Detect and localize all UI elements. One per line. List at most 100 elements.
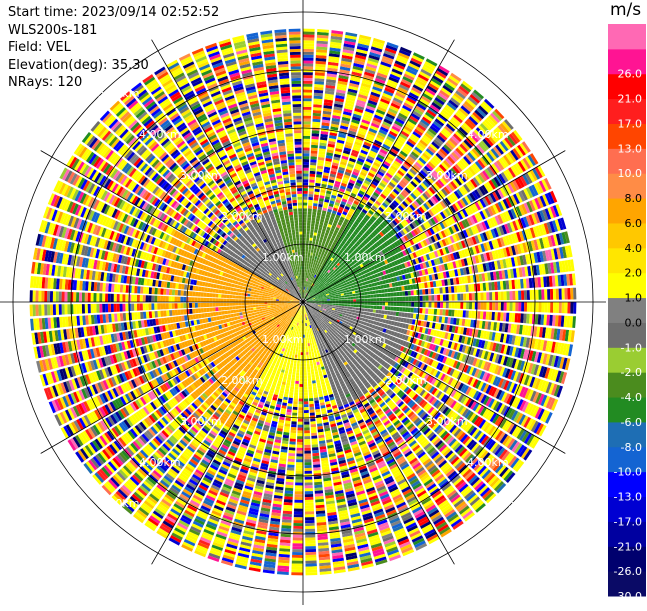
range-gate: [559, 302, 562, 313]
range-gate: [501, 292, 504, 301]
range-gate: [399, 312, 403, 317]
range-gate: [477, 311, 480, 319]
range-gate: [466, 311, 469, 318]
range-gate: [303, 92, 312, 95]
range-gate: [393, 292, 396, 296]
range-gate: [437, 295, 440, 301]
range-gate: [370, 309, 373, 312]
range-gate: [308, 203, 312, 206]
range-gate: [419, 308, 422, 313]
range-gate: [515, 302, 518, 311]
range-gate: [524, 290, 527, 300]
range-gate: [303, 156, 309, 159]
range-gate: [376, 302, 379, 305]
range-gate: [311, 220, 315, 223]
range-gate: [342, 300, 345, 302]
range-gate: [492, 302, 495, 310]
range-gate: [311, 139, 318, 142]
range-gate: [312, 130, 320, 133]
range-gate: [341, 298, 344, 300]
range-gate: [507, 291, 510, 300]
range-gate: [373, 298, 376, 301]
range-gate: [303, 174, 309, 177]
range-gate: [417, 302, 420, 307]
range-gate: [358, 293, 361, 296]
range-gate: [303, 237, 306, 240]
range-gate: [489, 312, 493, 320]
range-gate: [556, 302, 559, 313]
range-gate: [384, 311, 387, 315]
range-gate: [446, 302, 449, 308]
range-gate: [315, 183, 320, 187]
range-gate: [370, 306, 373, 309]
range-gate: [573, 288, 576, 300]
range-gate: [303, 211, 307, 214]
range-gate: [417, 296, 420, 301]
range-gate: [451, 286, 455, 293]
range-gate: [306, 243, 309, 246]
range-gate: [303, 136, 310, 139]
range-gate: [379, 310, 382, 314]
range-gate: [419, 314, 423, 319]
range-gate: [310, 174, 316, 177]
range-gate: [308, 249, 311, 252]
range-gate: [414, 290, 417, 295]
range-gate: [454, 286, 458, 293]
range-gate: [504, 302, 507, 311]
range-gate: [303, 226, 306, 229]
range-gate: [422, 289, 425, 294]
range-gate: [477, 283, 481, 291]
range-gate: [303, 147, 310, 150]
range-gate: [303, 130, 310, 133]
range-gate: [547, 302, 550, 313]
range-gate: [408, 296, 411, 301]
range-gate: [481, 302, 484, 310]
range-gate: [308, 197, 313, 200]
range-gate: [336, 300, 339, 302]
range-gate: [550, 289, 553, 300]
range-gate: [484, 302, 487, 310]
range-gate: [303, 139, 310, 142]
range-gate: [314, 197, 319, 200]
range-gate: [336, 298, 339, 300]
range-gate: [312, 218, 316, 221]
range-gate: [312, 215, 316, 218]
range-gate: [303, 43, 314, 46]
range-gate: [431, 309, 434, 315]
range-gate: [541, 302, 544, 312]
range-gate: [399, 292, 402, 296]
range-gate: [311, 156, 317, 159]
range-gate: [550, 302, 553, 313]
range-gate: [311, 247, 314, 250]
range-gate: [442, 287, 445, 293]
range-gate: [414, 296, 417, 301]
range-gate: [472, 293, 475, 300]
range-gate: [313, 110, 321, 114]
range-gate: [333, 300, 336, 301]
range-gate: [303, 95, 312, 98]
range-gate: [544, 302, 547, 313]
range-gate: [309, 182, 314, 185]
range-gate: [420, 296, 423, 301]
range-gate: [570, 302, 573, 314]
range-gate: [407, 313, 411, 318]
range-gate: [390, 293, 393, 297]
range-gate: [350, 307, 353, 310]
range-gate: [448, 310, 451, 317]
range-gate: [303, 194, 308, 197]
range-gate: [527, 302, 530, 312]
range-gate: [307, 223, 311, 226]
range-gate: [356, 305, 359, 308]
range-gate: [364, 289, 367, 292]
range-gate: [303, 142, 310, 145]
range-gate: [311, 153, 318, 156]
range-gate: [371, 298, 374, 301]
range-gate: [361, 292, 364, 295]
range-gate: [385, 306, 388, 310]
range-gate: [556, 289, 559, 300]
range-gate: [411, 290, 414, 295]
range-gate: [469, 302, 472, 309]
range-gate: [311, 226, 315, 229]
range-gate: [378, 290, 381, 294]
range-gate: [426, 295, 429, 300]
